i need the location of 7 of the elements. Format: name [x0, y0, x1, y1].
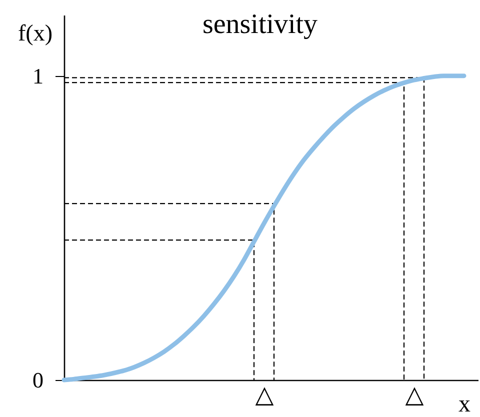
y-tick-label: 0: [32, 368, 44, 392]
x-tick-label: △: [255, 380, 274, 408]
x-axis-title: x: [458, 392, 470, 417]
y-axis-title: f(x): [18, 20, 52, 46]
chart-title: sensitivity: [202, 9, 318, 40]
x-tick-label: △: [405, 380, 424, 408]
y-tick-label: 1: [32, 63, 44, 88]
